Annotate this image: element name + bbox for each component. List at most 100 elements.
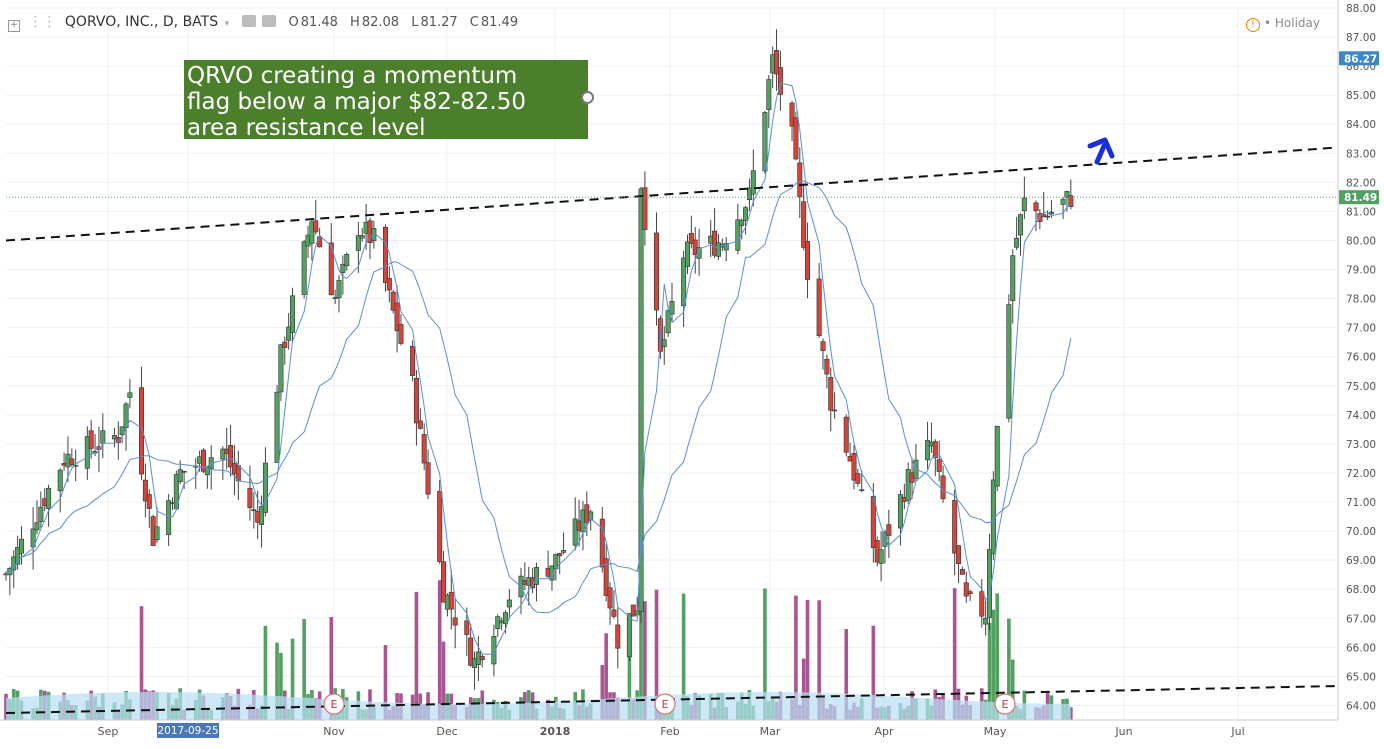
- symbol-title[interactable]: QORVO, INC., D, BATS: [64, 14, 219, 30]
- candle-body: [413, 377, 419, 424]
- time-tick-label: 2018: [540, 725, 571, 738]
- volume-bar: [604, 633, 608, 720]
- candle-body: [983, 617, 989, 625]
- time-tick-label: May: [984, 725, 1007, 738]
- candle-body: [816, 278, 822, 336]
- volume-bar: [763, 588, 767, 720]
- volume-bar: [639, 611, 643, 720]
- candle-body: [309, 221, 315, 244]
- candle-body: [382, 226, 388, 283]
- open-label: O: [288, 15, 299, 30]
- candle-body: [390, 291, 396, 311]
- candle-body: [611, 609, 617, 617]
- candle-body: [572, 518, 578, 546]
- chevron-down-icon[interactable]: ▾: [224, 19, 230, 29]
- candle-body: [1048, 211, 1054, 215]
- candle-body: [588, 511, 594, 521]
- annotation-line-2: flag below a major $82-82.50: [187, 89, 527, 115]
- bullet-dot: •: [1263, 16, 1275, 30]
- price-tick-label: 71.00: [1346, 497, 1376, 509]
- volume-bar: [794, 595, 798, 720]
- candle-body: [15, 547, 21, 565]
- candle-body: [1064, 191, 1070, 198]
- candle-body: [661, 339, 667, 348]
- candle-body: [177, 469, 183, 483]
- candle-body: [18, 538, 24, 554]
- volume-bar: [844, 629, 849, 720]
- candle-body: [452, 617, 458, 626]
- price-tick-label: 82.00: [1346, 177, 1376, 189]
- volume-bar: [279, 652, 283, 720]
- candle-body: [925, 440, 931, 461]
- candle-body: [286, 326, 292, 341]
- volume-bar: [1007, 618, 1011, 720]
- candle-body: [57, 469, 63, 492]
- candle-body: [952, 500, 958, 554]
- candle-body: [789, 102, 795, 127]
- candle-body: [940, 475, 946, 500]
- volume-bar: [654, 589, 659, 720]
- candle-body: [669, 301, 675, 315]
- price-tick-label: 84.00: [1346, 119, 1376, 131]
- candle-body: [557, 553, 563, 557]
- candle-body: [762, 112, 768, 172]
- candle-body: [344, 254, 350, 267]
- candle-body: [1006, 304, 1012, 419]
- candle-body: [832, 409, 838, 412]
- candle-body: [1041, 214, 1047, 218]
- candle-body: [607, 587, 613, 609]
- holiday-notice[interactable]: ! • Holiday: [1245, 16, 1320, 32]
- candle-body: [870, 496, 876, 549]
- volume-bar: [139, 606, 144, 720]
- candle-body: [251, 509, 257, 511]
- earnings-marker: E: [323, 693, 345, 715]
- arrow-shaft: [1094, 143, 1107, 165]
- candle-body: [739, 220, 745, 226]
- annotation-handle[interactable]: [581, 91, 594, 104]
- candle-body: [801, 201, 807, 248]
- candle-body: [69, 458, 75, 465]
- candle-body: [638, 188, 644, 612]
- volume-bar: [801, 658, 806, 720]
- candle-body: [502, 612, 508, 625]
- warning-icon: !: [1245, 18, 1260, 32]
- candle-body: [967, 591, 973, 595]
- volume-bar: [987, 622, 992, 720]
- earnings-circle: [994, 693, 1016, 715]
- price-tick-label: 73.00: [1346, 439, 1376, 451]
- candle-body: [421, 434, 427, 464]
- volume-bar: [302, 619, 306, 720]
- candle-body: [793, 117, 799, 160]
- volume-bar: [995, 593, 1000, 720]
- price-tick-label: 74.00: [1346, 410, 1376, 422]
- price-tick-label: 70.00: [1346, 526, 1376, 538]
- candle-body: [301, 241, 307, 295]
- candle-body: [979, 591, 985, 617]
- volume-bar: [1069, 707, 1073, 720]
- candle-body: [425, 462, 431, 495]
- candle-body: [936, 459, 942, 472]
- candle-body: [878, 549, 884, 564]
- candle-body: [115, 436, 121, 443]
- candle-body: [154, 526, 160, 541]
- annotation-box[interactable]: QRVO creating a momentum flag below a ma…: [184, 60, 594, 141]
- expand-icon[interactable]: +: [8, 20, 20, 32]
- settings-icon[interactable]: [262, 15, 276, 27]
- eye-icon[interactable]: [241, 15, 256, 27]
- candle-body: [386, 278, 392, 291]
- candle-body: [464, 620, 470, 635]
- candle-body: [766, 79, 772, 111]
- time-tick-label: Jun: [1114, 725, 1132, 738]
- price-tick-label: 75.00: [1346, 381, 1376, 393]
- volume-bar: [441, 641, 446, 720]
- candle-body: [340, 263, 346, 273]
- candle-body: [959, 569, 965, 575]
- candle-body: [777, 67, 783, 95]
- candle-body: [259, 506, 265, 525]
- candle-body: [1033, 202, 1039, 212]
- candle-body: [665, 310, 671, 334]
- candle-body: [417, 420, 423, 429]
- close-value: 81.49: [480, 15, 519, 30]
- open-value: 81.48: [300, 15, 338, 30]
